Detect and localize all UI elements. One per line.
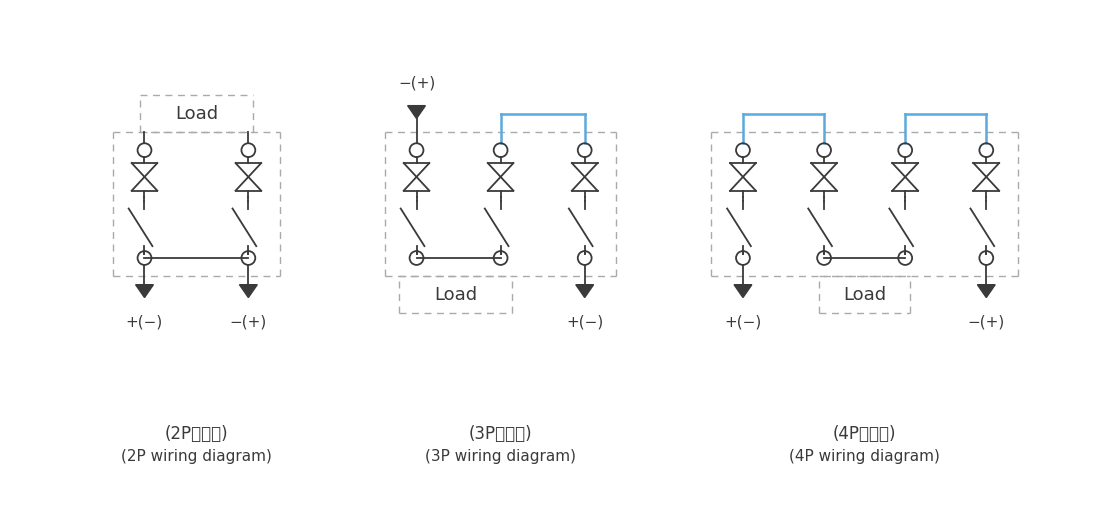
Text: Load: Load [175, 104, 218, 122]
Text: (4P wiring diagram): (4P wiring diagram) [790, 449, 940, 464]
Text: (2P wiring diagram): (2P wiring diagram) [121, 449, 271, 464]
Text: +(−): +(−) [126, 315, 163, 329]
Text: (3P接线图): (3P接线图) [469, 425, 533, 443]
Polygon shape [734, 285, 752, 298]
Polygon shape [977, 285, 995, 298]
Polygon shape [239, 285, 257, 298]
Text: −(+): −(+) [230, 315, 267, 329]
Text: +(−): +(−) [566, 315, 604, 329]
Polygon shape [408, 106, 426, 119]
Text: (2P接线图): (2P接线图) [165, 425, 228, 443]
Polygon shape [576, 285, 594, 298]
Text: +(−): +(−) [724, 315, 762, 329]
Text: −(+): −(+) [967, 315, 1005, 329]
Text: Load: Load [434, 286, 477, 304]
Text: (3P wiring diagram): (3P wiring diagram) [425, 449, 576, 464]
Text: (4P接线图): (4P接线图) [833, 425, 896, 443]
Text: −(+): −(+) [398, 76, 435, 91]
Polygon shape [136, 285, 153, 298]
Text: Load: Load [843, 286, 886, 304]
